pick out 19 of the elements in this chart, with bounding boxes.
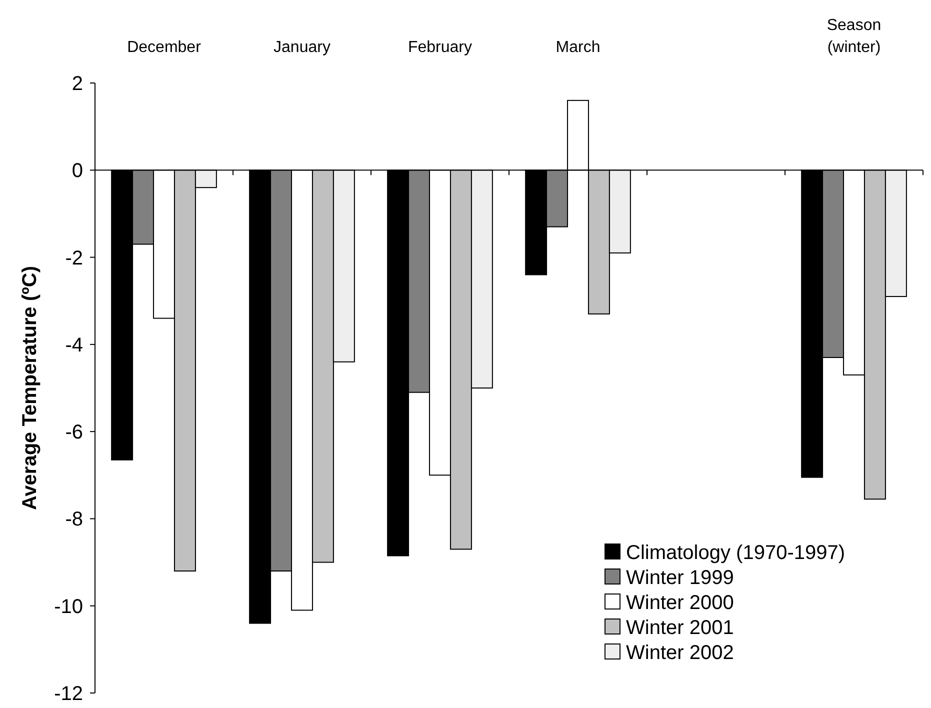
x-tick-label: January <box>274 39 330 56</box>
y-tick-label: -6 <box>65 422 83 444</box>
legend-label: Winter 1999 <box>626 567 734 589</box>
y-tick-label: 0 <box>72 160 83 182</box>
legend-label: Climatology (1970-1997) <box>626 542 846 564</box>
y-axis-title: Average Temperature (ºC) <box>19 266 41 510</box>
y-tick-label: 2 <box>72 73 83 95</box>
y-tick-label: -10 <box>54 596 83 618</box>
y-tick-label: -4 <box>65 334 83 356</box>
legend-label: Winter 2000 <box>626 592 734 614</box>
legend-label: Winter 2002 <box>626 642 734 664</box>
x-tick-label: December <box>127 39 202 56</box>
x-tick-label: Season (winter) <box>826 17 882 56</box>
legend-label: Winter 2001 <box>626 617 734 639</box>
y-tick-label: -2 <box>65 247 83 270</box>
x-tick-label: March <box>556 39 600 56</box>
y-tick-label: -12 <box>54 683 83 705</box>
y-tick-label: -8 <box>65 508 83 531</box>
x-tick-label: February <box>408 39 472 56</box>
